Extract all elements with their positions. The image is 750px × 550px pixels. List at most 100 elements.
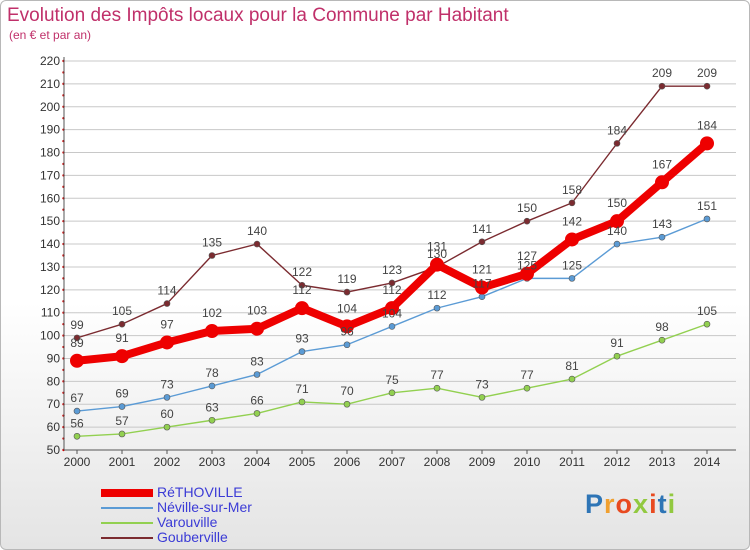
data-point bbox=[655, 175, 669, 190]
data-point bbox=[703, 320, 711, 328]
data-point bbox=[340, 319, 354, 334]
data-point bbox=[430, 257, 444, 272]
data-label: 103 bbox=[247, 304, 267, 318]
data-point bbox=[250, 321, 264, 336]
legend-label: Varouville bbox=[157, 514, 218, 530]
data-label: 75 bbox=[385, 373, 399, 387]
x-tick-label: 2000 bbox=[64, 455, 91, 469]
logo-letter: r bbox=[604, 489, 616, 519]
data-point bbox=[343, 288, 351, 296]
data-label: 99 bbox=[70, 318, 84, 332]
data-label: 122 bbox=[292, 265, 312, 279]
data-point bbox=[253, 410, 261, 417]
data-point bbox=[388, 323, 396, 330]
data-point bbox=[388, 389, 396, 397]
legend-swatch bbox=[101, 489, 153, 497]
logo-letter: P bbox=[585, 489, 605, 519]
y-tick-label: 170 bbox=[40, 168, 60, 182]
data-point bbox=[700, 136, 714, 151]
data-label: 96 bbox=[340, 325, 354, 339]
y-tick-label: 60 bbox=[47, 420, 61, 434]
data-point bbox=[658, 336, 666, 344]
x-tick-label: 2009 bbox=[469, 455, 496, 469]
data-label: 125 bbox=[562, 258, 582, 272]
logo-letter: i bbox=[667, 489, 677, 519]
x-tick-label: 2011 bbox=[559, 455, 585, 469]
logo-letter: x bbox=[633, 489, 650, 519]
y-tick-label: 180 bbox=[40, 146, 60, 160]
data-label: 73 bbox=[475, 377, 489, 391]
data-label: 184 bbox=[697, 118, 717, 132]
y-tick-label: 50 bbox=[47, 443, 61, 457]
y-tick-label: 110 bbox=[41, 306, 60, 320]
data-point bbox=[658, 233, 666, 241]
legend-label: RéTHOVILLE bbox=[157, 484, 243, 500]
x-tick-label: 2005 bbox=[289, 455, 316, 469]
x-tick-label: 2006 bbox=[334, 455, 361, 469]
data-label: 73 bbox=[160, 377, 174, 391]
data-point bbox=[613, 352, 621, 360]
y-tick-label: 130 bbox=[40, 260, 60, 274]
data-label: 142 bbox=[562, 214, 582, 228]
y-tick-label: 220 bbox=[40, 54, 60, 68]
data-point bbox=[610, 214, 624, 229]
data-label: 89 bbox=[70, 336, 84, 350]
data-label: 143 bbox=[652, 217, 672, 231]
data-label: 140 bbox=[247, 224, 267, 238]
data-label: 56 bbox=[70, 416, 84, 430]
data-point bbox=[70, 353, 84, 368]
data-point bbox=[163, 300, 171, 307]
data-label: 78 bbox=[205, 366, 219, 380]
data-point bbox=[568, 275, 576, 282]
data-label: 121 bbox=[472, 263, 492, 277]
y-tick-label: 90 bbox=[47, 351, 61, 365]
data-point bbox=[118, 430, 126, 438]
data-label: 105 bbox=[697, 304, 717, 318]
x-tick-label: 2002 bbox=[154, 455, 181, 469]
data-point bbox=[298, 281, 306, 289]
data-label: 209 bbox=[652, 66, 672, 80]
data-point bbox=[703, 82, 711, 90]
data-label: 140 bbox=[607, 224, 627, 238]
data-label: 114 bbox=[157, 284, 176, 298]
data-label: 130 bbox=[427, 247, 447, 261]
data-label: 91 bbox=[610, 336, 624, 350]
data-point bbox=[613, 140, 621, 147]
data-point bbox=[298, 398, 306, 406]
data-label: 184 bbox=[607, 123, 627, 137]
data-label: 98 bbox=[655, 320, 669, 334]
data-point bbox=[523, 384, 531, 392]
legend-label: Néville-sur-Mer bbox=[157, 499, 252, 515]
data-label: 125 bbox=[517, 258, 537, 272]
data-label: 158 bbox=[562, 183, 582, 197]
data-label: 105 bbox=[112, 304, 132, 318]
data-label: 93 bbox=[295, 332, 309, 346]
data-point bbox=[478, 394, 486, 401]
data-point bbox=[478, 238, 486, 246]
data-point bbox=[73, 407, 81, 415]
data-label: 63 bbox=[205, 400, 219, 414]
x-tick-label: 2010 bbox=[514, 455, 541, 469]
data-label: 57 bbox=[115, 414, 129, 428]
data-label: 70 bbox=[340, 384, 354, 398]
data-point bbox=[433, 384, 441, 392]
x-tick-label: 2013 bbox=[649, 455, 676, 469]
data-label: 67 bbox=[70, 391, 84, 405]
logo-letter: i bbox=[649, 489, 658, 519]
data-label: 83 bbox=[250, 354, 264, 368]
data-point bbox=[343, 341, 351, 349]
data-label: 91 bbox=[115, 331, 129, 345]
data-point bbox=[343, 400, 351, 408]
data-point bbox=[565, 232, 579, 247]
data-label: 112 bbox=[292, 283, 311, 297]
y-tick-label: 120 bbox=[40, 283, 60, 297]
data-label: 127 bbox=[517, 249, 537, 263]
x-tick-label: 2014 bbox=[694, 455, 721, 469]
data-point bbox=[433, 304, 441, 312]
data-point bbox=[208, 416, 216, 424]
chart-subtitle: (en € et par an) bbox=[9, 28, 92, 42]
data-point bbox=[160, 335, 174, 350]
legend-item: Gouberville bbox=[101, 529, 301, 546]
